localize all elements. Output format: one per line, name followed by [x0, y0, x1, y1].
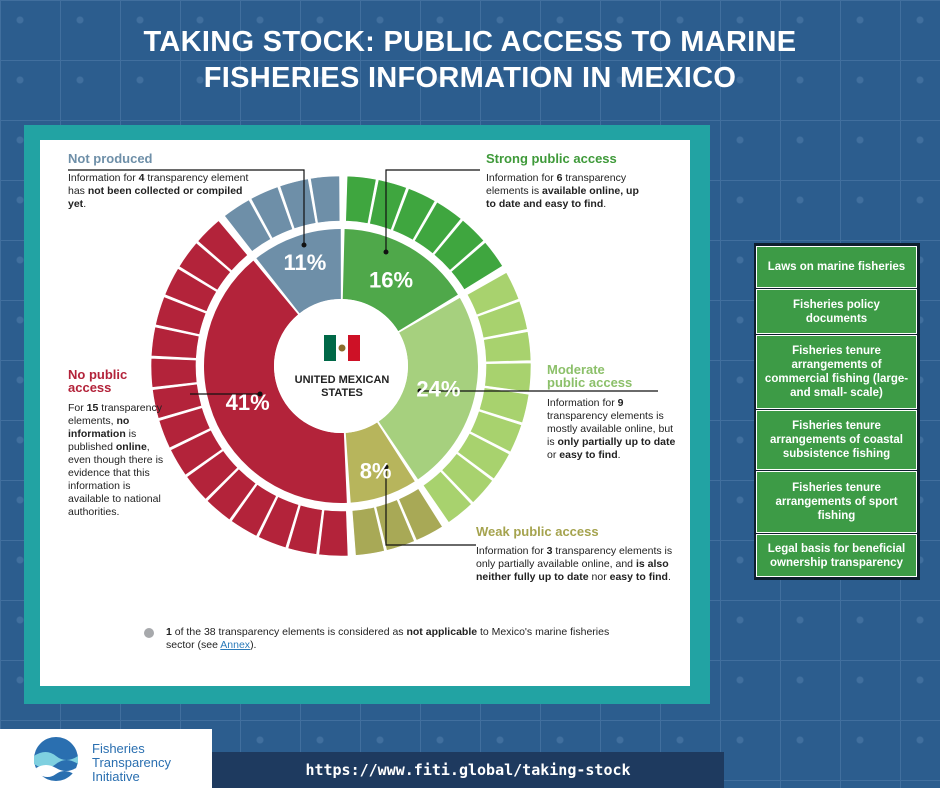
element-block-no-public-access [158, 407, 211, 449]
percent-label-strong-public-access: 16% [369, 267, 413, 292]
element-block-no-public-access [206, 468, 257, 521]
element-block-moderate-public-access [457, 432, 510, 480]
strong-access-title: Strong public access [486, 151, 617, 166]
center-circle [274, 299, 408, 433]
percent-label-no-public-access: 41% [226, 390, 270, 415]
element-block-no-public-access [164, 268, 217, 312]
element-block-no-public-access [197, 220, 249, 272]
chart-segments [150, 175, 532, 557]
leader-line [68, 169, 305, 245]
element-block-moderate-public-access [469, 410, 522, 453]
leader-dot [257, 391, 263, 397]
weak-access-title: Weak public access [476, 524, 599, 539]
element-block-no-public-access [258, 496, 300, 549]
fiti-logo-text: Fisheries Transparency Initiative [92, 741, 171, 784]
segment-strong-public-access [342, 229, 458, 332]
moderate-access-description: Information for 9 transparency elements … [547, 397, 676, 461]
element-block-moderate-public-access [483, 331, 532, 363]
center-label-line-2: STATES [321, 387, 363, 399]
element-block-no-public-access [150, 357, 198, 388]
footer-url[interactable]: https://www.fiti.global/taking-stock [305, 761, 631, 779]
leader-dot [383, 249, 389, 255]
leader-dot [417, 388, 423, 394]
segment-no-public-access [203, 260, 347, 504]
sidebar-item-sport-tenure: Fisheries tenure arrangements of sport f… [756, 471, 917, 533]
mexico-flag-icon [324, 335, 360, 361]
no-access-title: No public access [68, 367, 128, 395]
annex-link[interactable]: Annex [220, 639, 251, 651]
element-block-no-public-access [186, 450, 239, 500]
fiti-wave-icon [34, 737, 78, 781]
leader-line [385, 467, 476, 546]
element-block-strong-public-access [392, 188, 436, 241]
element-block-no-public-access [155, 296, 207, 335]
segment-moderate-public-access [378, 297, 478, 480]
element-block-moderate-public-access [466, 272, 520, 316]
element-block-no-public-access [287, 504, 323, 555]
footer-url-bar: https://www.fiti.global/taking-stock [212, 752, 724, 788]
not-applicable-dot-icon [144, 628, 154, 638]
sidebar-item-commercial-tenure: Fisheries tenure arrangements of commerc… [756, 335, 917, 409]
sidebar-item-laws: Laws on marine fisheries [756, 246, 917, 288]
element-block-no-public-access [318, 509, 349, 557]
element-block-no-public-access [150, 326, 200, 359]
no-access-description: For 15 transparency elements, no informa… [68, 402, 164, 518]
element-block-moderate-public-access [484, 362, 532, 393]
element-block-moderate-public-access [476, 300, 528, 339]
moderate-access-title: Moderate public access [547, 362, 633, 390]
title-line-2: FISHERIES INFORMATION IN MEXICO [203, 62, 737, 94]
not-produced-description: Information for 4 transparency element h… [68, 172, 249, 210]
sidebar-item-beneficial-ownership: Legal basis for beneficial ownership tra… [756, 534, 917, 577]
not-applicable-note: 1 of the 38 transparency elements is con… [166, 626, 610, 651]
element-block-no-public-access [230, 483, 277, 537]
leader-lines [68, 169, 658, 546]
element-block-no-public-access [178, 242, 231, 291]
segment-not-produced [256, 229, 341, 314]
element-block-not-produced [250, 186, 294, 239]
element-block-strong-public-access [369, 179, 407, 231]
element-block-no-public-access [152, 383, 202, 419]
element-block-moderate-public-access [478, 387, 530, 424]
leader-line [385, 169, 480, 252]
percent-label-moderate-public-access: 24% [416, 376, 460, 401]
segment-weak-public-access [345, 422, 415, 503]
percent-label-weak-public-access: 8% [360, 458, 392, 483]
page-title: TAKING STOCK: PUBLIC ACCESS TO MARINE FI… [0, 24, 940, 96]
element-block-no-public-access [170, 429, 223, 476]
element-block-strong-public-access [345, 175, 377, 224]
donut-chart: UNITED MEXICAN STATES 16% 24% 8% 41% 11% [68, 169, 658, 557]
leader-dot [301, 242, 307, 248]
percent-labels: 16% 24% 8% 41% 11% [226, 250, 461, 483]
element-block-strong-public-access [450, 241, 503, 291]
element-block-not-produced [224, 199, 272, 252]
not-produced-title: Not produced [68, 151, 153, 166]
leader-dot [383, 464, 389, 470]
element-block-not-produced [279, 178, 317, 230]
sidebar-item-policy: Fisheries policy documents [756, 289, 917, 334]
element-block-weak-public-access [351, 506, 385, 556]
element-block-moderate-public-access [422, 470, 472, 523]
fiti-logo [0, 729, 212, 788]
element-block-strong-public-access [433, 219, 485, 271]
center-label-line-1: UNITED MEXICAN [295, 374, 390, 386]
weak-access-description: Information for 3 transparency elements … [476, 545, 673, 583]
percent-label-not-produced: 11% [284, 250, 327, 275]
element-block-moderate-public-access [441, 453, 493, 503]
element-block-strong-public-access [413, 201, 462, 255]
title-line-1: TAKING STOCK: PUBLIC ACCESS TO MARINE [143, 26, 797, 58]
element-block-weak-public-access [398, 488, 443, 541]
element-block-not-produced [310, 175, 341, 224]
strong-access-description: Information for 6 transparency elements … [486, 172, 639, 210]
sidebar-item-subsistence-tenure: Fisheries tenure arrangements of coastal… [756, 410, 917, 470]
